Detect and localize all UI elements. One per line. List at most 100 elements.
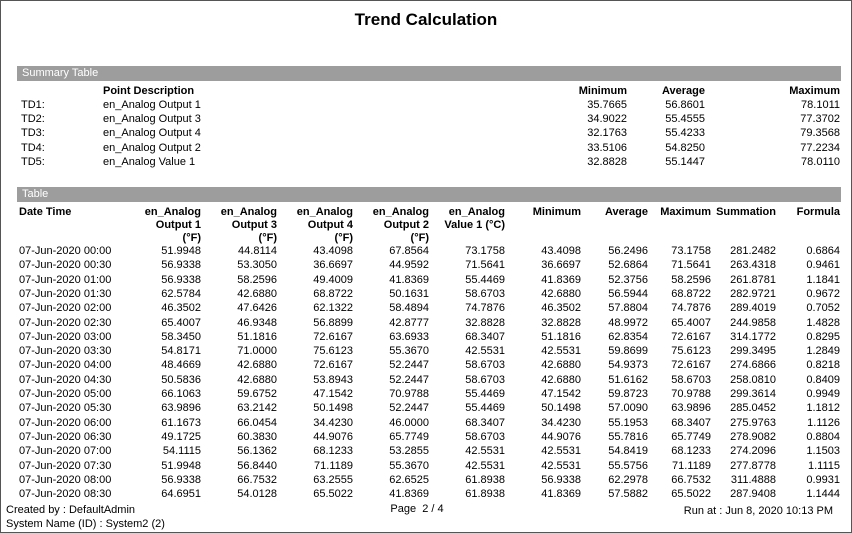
table-cell: 244.9858	[730, 316, 776, 329]
table-header: en_Analog Output 4 (°F)	[296, 206, 353, 244]
table-cell: 0.9461	[806, 259, 840, 272]
table-cell: 57.5882	[608, 488, 648, 501]
table-cell: 1.2849	[806, 345, 840, 358]
table-header: Formula	[796, 206, 840, 218]
table-cell: 57.0090	[608, 402, 648, 415]
table-cell: 57.8804	[608, 302, 648, 315]
table-cell: 42.6880	[237, 373, 277, 386]
table-cell: 0.8409	[806, 373, 840, 386]
table-header: Minimum	[532, 206, 581, 218]
table-cell: 275.9763	[730, 416, 776, 429]
summary-cell: en_Analog Value 1	[103, 155, 196, 168]
summary-cell: en_Analog Output 1	[103, 99, 201, 111]
table-cell: 52.2447	[389, 359, 429, 372]
table-cell: 59.6752	[237, 388, 277, 400]
table-cell: 62.8354	[608, 330, 648, 343]
table-cell: 311.4888	[730, 473, 776, 486]
table-cell: 41.8369	[389, 273, 429, 286]
summary-header: Minimum	[578, 85, 627, 97]
table-cell: 68.1233	[313, 445, 353, 458]
table-cell: 58.3450	[161, 330, 201, 343]
table-cell: 51.9948	[161, 245, 201, 257]
table-cell: 314.1772	[730, 330, 776, 343]
table-cell: 58.6703	[465, 359, 505, 372]
table-cell: 73.1758	[671, 245, 711, 257]
table-cell: 61.1673	[161, 416, 201, 429]
section-bar: Summary Table	[17, 66, 841, 81]
summary-cell: 55.4555	[665, 113, 705, 126]
table-cell: 32.8828	[465, 316, 505, 329]
table-cell: 0.9949	[806, 388, 840, 400]
summary-header: Average	[661, 85, 705, 97]
table-cell: 0.9672	[806, 287, 840, 300]
table-cell: 07-Jun-2020 07:30	[19, 459, 112, 472]
table-cell: 68.3407	[465, 330, 505, 343]
table-cell: 49.1725	[161, 430, 201, 443]
table-cell: 68.1233	[671, 445, 711, 458]
table-cell: 258.0810	[730, 373, 776, 386]
table-cell: 287.9408	[730, 488, 776, 501]
table-cell: 50.5836	[161, 373, 201, 386]
table-header: en_Analog Output 3 (°F)	[220, 206, 277, 244]
table-cell: 52.2447	[389, 402, 429, 415]
table-cell: 74.7876	[671, 302, 711, 315]
table-cell: 58.6703	[465, 373, 505, 386]
table-cell: 68.8722	[671, 287, 711, 300]
table-cell: 46.3502	[541, 302, 581, 315]
table-cell: 42.6880	[541, 287, 581, 300]
table-cell: 44.8114	[238, 245, 277, 257]
table-cell: 71.0000	[237, 345, 277, 358]
table-cell: 55.5756	[608, 459, 648, 472]
table-cell: 0.7052	[806, 302, 840, 315]
table-cell: 56.8899	[313, 316, 353, 329]
table-cell: 66.7532	[237, 473, 277, 486]
table-cell: 07-Jun-2020 02:00	[19, 302, 112, 315]
table-cell: 63.9896	[671, 402, 711, 415]
summary-cell: 56.8601	[665, 99, 705, 111]
table-cell: 58.6703	[465, 430, 505, 443]
table-cell: 71.5641	[671, 259, 711, 272]
summary-cell: 32.8828	[587, 155, 627, 168]
table-cell: 51.1816	[541, 330, 581, 343]
table-cell: 07-Jun-2020 08:00	[19, 473, 112, 486]
summary-cell: en_Analog Output 3	[103, 113, 201, 126]
table-cell: 55.3670	[389, 459, 429, 472]
table-cell: 41.8369	[541, 488, 581, 501]
run-at: Run at : Jun 8, 2020 10:13 PM	[683, 505, 833, 517]
table-cell: 62.2978	[608, 473, 648, 486]
table-cell: 75.6123	[671, 345, 711, 358]
table-cell: 65.4007	[671, 316, 711, 329]
table-cell: 0.8218	[806, 359, 840, 372]
table-header: en_Analog Output 2 (°F)	[372, 206, 429, 244]
table-cell: 74.7876	[465, 302, 505, 315]
table-cell: 44.9592	[389, 259, 429, 272]
summary-cell: 32.1763	[587, 127, 627, 140]
table-cell: 63.2555	[313, 473, 353, 486]
table-cell: 299.3495	[730, 345, 776, 358]
table-cell: 66.1063	[161, 388, 201, 400]
summary-cell: 77.2234	[800, 141, 840, 154]
table-cell: 36.6697	[541, 259, 581, 272]
table-cell: 67.8564	[389, 245, 429, 257]
report-title: Trend Calculation	[354, 10, 498, 29]
table-cell: 07-Jun-2020 03:00	[19, 330, 112, 343]
table-cell: 42.5531	[541, 445, 581, 458]
table-cell: 47.6426	[237, 302, 277, 315]
table-header: Summation	[716, 206, 776, 218]
table-cell: 1.4828	[806, 316, 840, 329]
table-cell: 42.8777	[389, 316, 429, 329]
table-header: en_Analog Value 1 (°C)	[444, 206, 505, 231]
section-bar: Table	[17, 187, 841, 202]
table-cell: 277.8778	[730, 459, 776, 472]
table-cell: 274.6866	[730, 359, 776, 372]
table-cell: 65.7749	[389, 430, 429, 443]
table-cell: 07-Jun-2020 05:30	[19, 402, 112, 415]
table-cell: 32.8828	[541, 316, 581, 329]
table-cell: 51.1816	[237, 330, 277, 343]
table-cell: 58.2596	[237, 273, 277, 286]
table-cell: 43.4098	[541, 245, 581, 257]
table-cell: 52.2447	[389, 373, 429, 386]
table-cell: 50.1498	[313, 402, 353, 415]
table-cell: 65.5022	[313, 488, 353, 501]
